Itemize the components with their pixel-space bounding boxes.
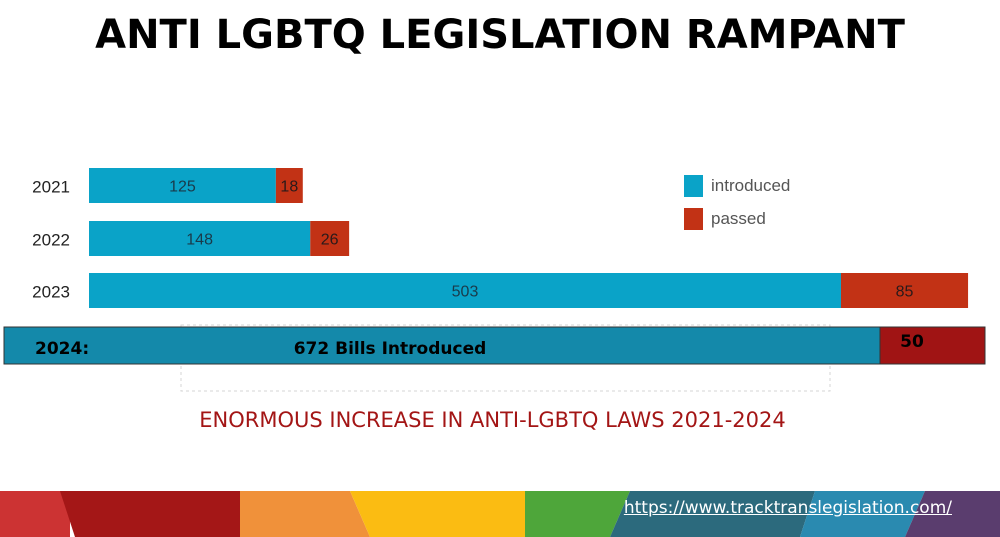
stripe-green [525, 491, 630, 537]
category-label: 2023 [32, 283, 70, 302]
bar-passed [310, 221, 350, 256]
category-label: 2021 [32, 178, 70, 197]
data-label-introduced: 125 [169, 179, 196, 196]
stripe-red [0, 491, 70, 537]
chart-caption: ENORMOUS INCREASE IN ANTI-LGBTQ LAWS 202… [199, 408, 786, 432]
data-label-2024-passed: 50 [900, 332, 924, 352]
bar-introduced [89, 221, 311, 256]
chart-bars: 2021 125 18 2022 148 26 2023 503 85 [32, 168, 969, 392]
bar-2024-passed [879, 326, 986, 365]
data-label-introduced: 148 [186, 232, 213, 249]
legend-label: introduced [711, 176, 790, 195]
category-label: 2022 [32, 231, 70, 250]
chart-legend: introduced passed [684, 175, 790, 230]
overlay-bar-2024: 2024: 672 Bills Introduced 50 [3, 326, 986, 365]
bar-passed [840, 273, 969, 308]
data-label-passed: 18 [280, 179, 298, 196]
bar-introduced [89, 168, 276, 203]
data-label-introduced: 503 [452, 284, 479, 301]
stripe-blue [800, 491, 925, 537]
rainbow-footer-stripes [0, 491, 1000, 537]
stripe-orange [240, 491, 370, 537]
stripe-yellow [350, 491, 525, 537]
bar-chart: introduced passed 2021 125 18 2022 148 26 2023 5… [3, 168, 986, 392]
stripe-darkred [60, 491, 240, 537]
legend-swatch [684, 175, 703, 197]
legend-swatch [684, 208, 703, 230]
page-title: ANTI LGBTQ LEGISLATION RAMPANT [95, 12, 905, 58]
legend-label: passed [711, 209, 766, 228]
bar-introduced [89, 273, 841, 308]
data-label-2024-introduced: 672 Bills Introduced [294, 339, 487, 359]
data-label-passed: 85 [896, 284, 914, 301]
bar-2024-introduced [3, 326, 881, 365]
stripe-teal [610, 491, 815, 537]
data-label-passed: 26 [321, 232, 339, 249]
category-label-2024: 2024: [35, 339, 89, 359]
stripe-purple [905, 491, 1000, 537]
bar-passed [275, 168, 303, 203]
source-url-link[interactable]: https://www.tracktranslegislation.com/ [623, 498, 952, 518]
overlay-frame [180, 324, 831, 392]
